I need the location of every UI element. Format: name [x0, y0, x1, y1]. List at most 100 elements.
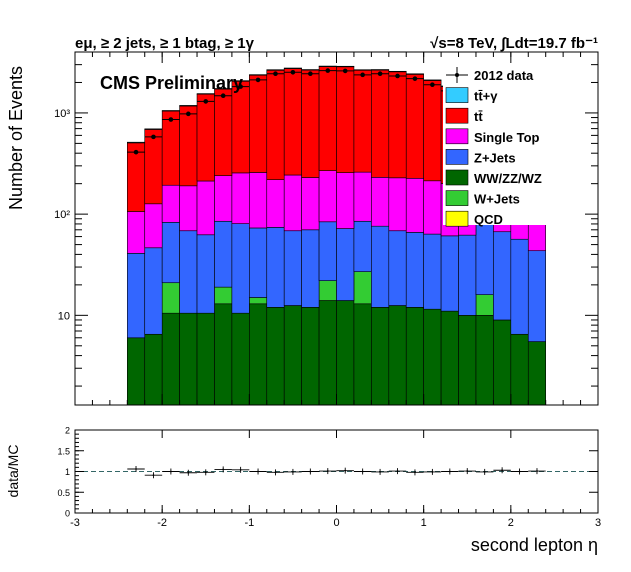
main-plot-panel: 10 10² 10³ CMS Preliminary 2012 data tt̄+γ t…: [54, 51, 599, 406]
bar-z-jets: [493, 231, 512, 321]
data-point: [133, 149, 139, 155]
bar-z-jets: [161, 222, 180, 284]
bar-z-jets: [353, 220, 372, 272]
ratio-plot-frame: [74, 429, 599, 514]
ratio-point: [187, 471, 190, 474]
ratio-point: [466, 470, 469, 472]
x-tick-label: -3: [70, 517, 80, 529]
data-point: [360, 72, 365, 78]
legend-swatch-z-jets: [445, 149, 469, 165]
bar-z-jets: [283, 230, 302, 306]
bar-ww-zz-wz: [527, 341, 546, 406]
bar-w-jets: [318, 280, 337, 301]
legend-swatch-tt-: [445, 107, 469, 124]
bar-tt-: [301, 69, 320, 71]
ratio-point: [204, 471, 207, 474]
y-axis-label: Number of Events: [6, 66, 26, 210]
bar-z-jets: [527, 250, 546, 342]
bar-ww-zz-wz: [301, 307, 320, 406]
bar-ww-zz-wz: [475, 315, 494, 406]
bar-single-top: [353, 171, 372, 222]
ratio-point: [152, 474, 155, 477]
bar-single-top: [388, 177, 407, 232]
bar-tt-: [353, 69, 372, 71]
bar-single-top: [318, 170, 337, 223]
bar-tt-: [301, 69, 320, 178]
bar-ww-zz-wz: [249, 303, 268, 406]
bar-tt-: [231, 80, 250, 174]
bar-z-jets: [440, 235, 459, 312]
bar-tt-: [249, 74, 268, 173]
bar-ww-zz-wz: [458, 315, 477, 406]
x-tick-label: 2: [508, 517, 514, 529]
ratio-point: [518, 470, 521, 473]
y-tick-label: 10: [58, 310, 70, 322]
bar-single-top: [144, 203, 163, 249]
bar-ww-zz-wz: [179, 312, 198, 406]
legend-label: Z+Jets: [474, 150, 516, 165]
bar-ww-zz-wz: [371, 307, 390, 406]
bar-z-jets: [475, 219, 494, 295]
legend-swatch-single-top: [445, 128, 469, 145]
bar-single-top: [196, 180, 215, 236]
data-point: [220, 93, 226, 98]
data-point: [412, 76, 418, 81]
bar-single-top: [179, 185, 198, 232]
bar-tt-: [336, 65, 355, 68]
bar-w-jets: [353, 271, 372, 305]
bar-single-top: [423, 180, 442, 235]
bar-ww-zz-wz: [493, 319, 512, 406]
bar-tt-: [388, 70, 407, 73]
data-point: [186, 111, 191, 117]
bar-ww-zz-wz: [231, 312, 250, 406]
ratio-panel: 0 0.5 1 1.5 2 -3 -2 -1 0 1 2 3: [57, 426, 601, 530]
bar-tt-: [214, 88, 233, 90]
ratio-point: [257, 470, 259, 473]
bar-tt-: [318, 65, 337, 67]
bar-tt-: [371, 69, 390, 178]
data-point: [290, 70, 296, 75]
bar-ww-zz-wz: [283, 305, 302, 406]
bar-tt-: [405, 73, 424, 75]
x-tick-label: -1: [244, 517, 254, 529]
data-point: [342, 68, 348, 74]
data-point: [377, 71, 383, 77]
bar-tt-: [336, 66, 355, 173]
bar-tt-: [423, 79, 442, 81]
legend: 2012 data tt̄+γ tt̄ Single Top Z+Jets WW/ZZ/W…: [443, 63, 585, 227]
bar-z-jets: [214, 220, 233, 288]
bar-tt-: [144, 129, 163, 205]
bar-single-top: [214, 175, 233, 222]
ratio-y-tick-label: 0.5: [57, 488, 70, 498]
cms-preliminary-label: CMS Preliminary: [100, 73, 243, 93]
ratio-point: [379, 471, 381, 473]
bar-tt-: [179, 105, 198, 187]
bar-tt-: [214, 88, 233, 176]
data-point: [395, 73, 400, 79]
bar-z-jets: [179, 230, 198, 314]
bar-single-top: [301, 177, 320, 231]
legend-label: tt̄+γ: [474, 89, 498, 104]
ratio-point: [536, 470, 538, 472]
bar-ww-zz-wz: [144, 333, 163, 406]
ratio-y-tick-label: 2: [65, 426, 70, 436]
bar-tt-: [266, 69, 285, 71]
bar-z-jets: [266, 227, 285, 308]
bar-z-jets: [249, 227, 268, 298]
legend-swatch-tt-: [445, 87, 469, 103]
ratio-points: [127, 466, 546, 479]
bar-z-jets: [371, 225, 390, 308]
bar-z-jets: [231, 223, 250, 314]
bar-z-jets: [301, 229, 320, 308]
bar-z-jets: [196, 234, 215, 314]
bar-ww-zz-wz: [440, 310, 459, 406]
bar-w-jets: [249, 297, 268, 305]
bar-tt-: [161, 110, 180, 112]
ratio-point: [239, 468, 242, 471]
bar-tt-: [353, 69, 372, 173]
bar-ww-zz-wz: [353, 303, 372, 406]
lumi-header: √s=8 TeV, ∫Ldt=19.7 fb⁻¹: [430, 35, 598, 52]
x-tick-label: 0: [333, 517, 339, 529]
legend-label: 2012 data: [474, 68, 534, 83]
